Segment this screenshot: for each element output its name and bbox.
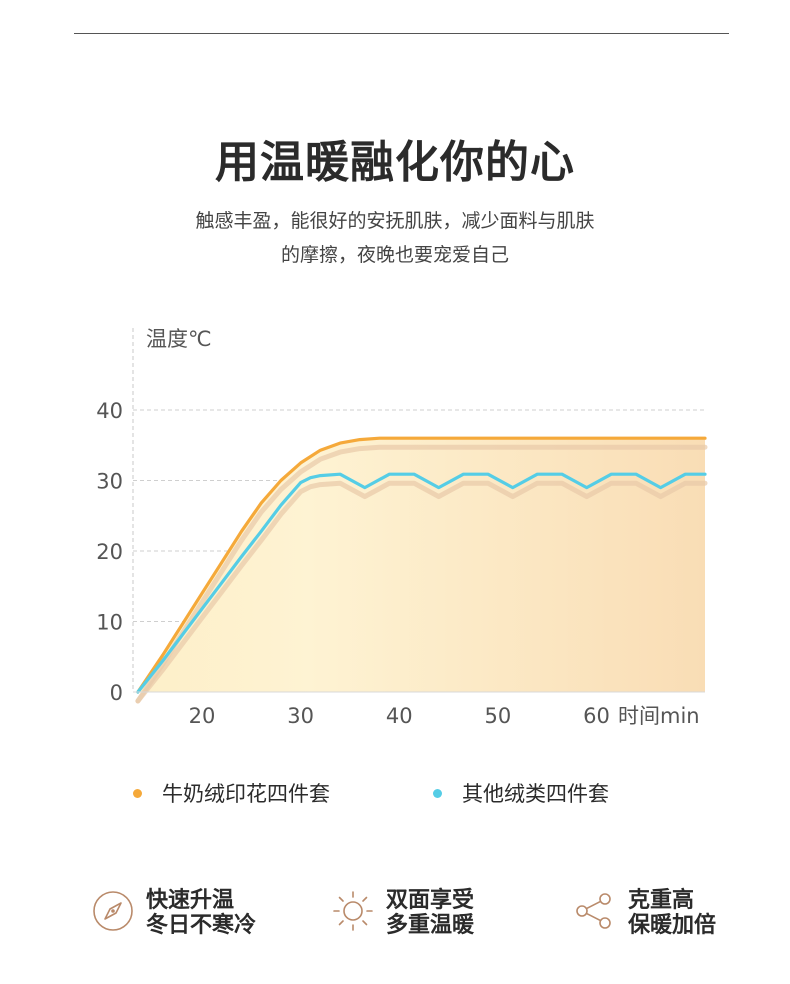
x-tick-label: 30 [287, 704, 314, 728]
x-tick-label: 40 [386, 704, 413, 728]
legend-item-other-velvet: 其他绒类四件套 [433, 778, 609, 808]
y-tick-label: 0 [110, 681, 123, 705]
feature-double-sided: 双面享受 多重温暖 [332, 888, 474, 938]
feature-heavy-weight: 克重高 保暖加倍 [574, 888, 716, 938]
y-tick-label: 30 [96, 470, 123, 494]
y-tick-label: 40 [96, 399, 123, 423]
y-axis-label: 温度℃ [146, 327, 212, 351]
feature-desc: 多重温暖 [386, 913, 475, 938]
temperature-chart: 0 10 20 30 40 20 30 40 50 60 温度℃ 时间min [96, 327, 708, 728]
x-tick-label: 20 [189, 704, 216, 728]
series-line-milk-velvet [136, 436, 707, 694]
x-tick-label: 50 [485, 704, 512, 728]
series-line-other-velvet [136, 472, 707, 694]
legend-dot-blue [433, 788, 442, 798]
headline: 用温暖融化你的心 [215, 137, 575, 188]
share-icon [574, 890, 616, 936]
compass-icon [92, 890, 134, 936]
area-fill [137, 438, 705, 692]
top-divider [74, 33, 729, 34]
legend-item-milk-velvet: 牛奶绒印花四件套 [133, 778, 330, 808]
series-shadow [135, 480, 708, 704]
legend-label: 牛奶绒印花四件套 [162, 782, 330, 806]
x-axis-label: 时间min [618, 704, 700, 728]
feature-desc: 冬日不寒冷 [146, 913, 257, 938]
legend-label: 其他绒类四件套 [462, 782, 609, 806]
subtitle-line-2: 的摩擦，夜晚也要宠爱自己 [280, 244, 509, 266]
feature-desc: 保暖加倍 [628, 913, 717, 938]
x-tick-label: 60 [583, 704, 610, 728]
y-tick-label: 20 [96, 540, 123, 564]
feature-title: 克重高 [628, 888, 695, 913]
feature-title: 快速升温 [146, 888, 235, 913]
series-shadow [135, 444, 708, 704]
feature-title: 双面享受 [386, 888, 475, 913]
y-tick-label: 10 [96, 611, 123, 635]
subtitle-line-1: 触感丰盈，能很好的安抚肌肤，减少面料与肌肤 [195, 210, 595, 232]
feature-fast-warming: 快速升温 冬日不寒冷 [92, 888, 256, 938]
sun-icon [332, 890, 374, 936]
legend-dot-orange [133, 788, 142, 798]
